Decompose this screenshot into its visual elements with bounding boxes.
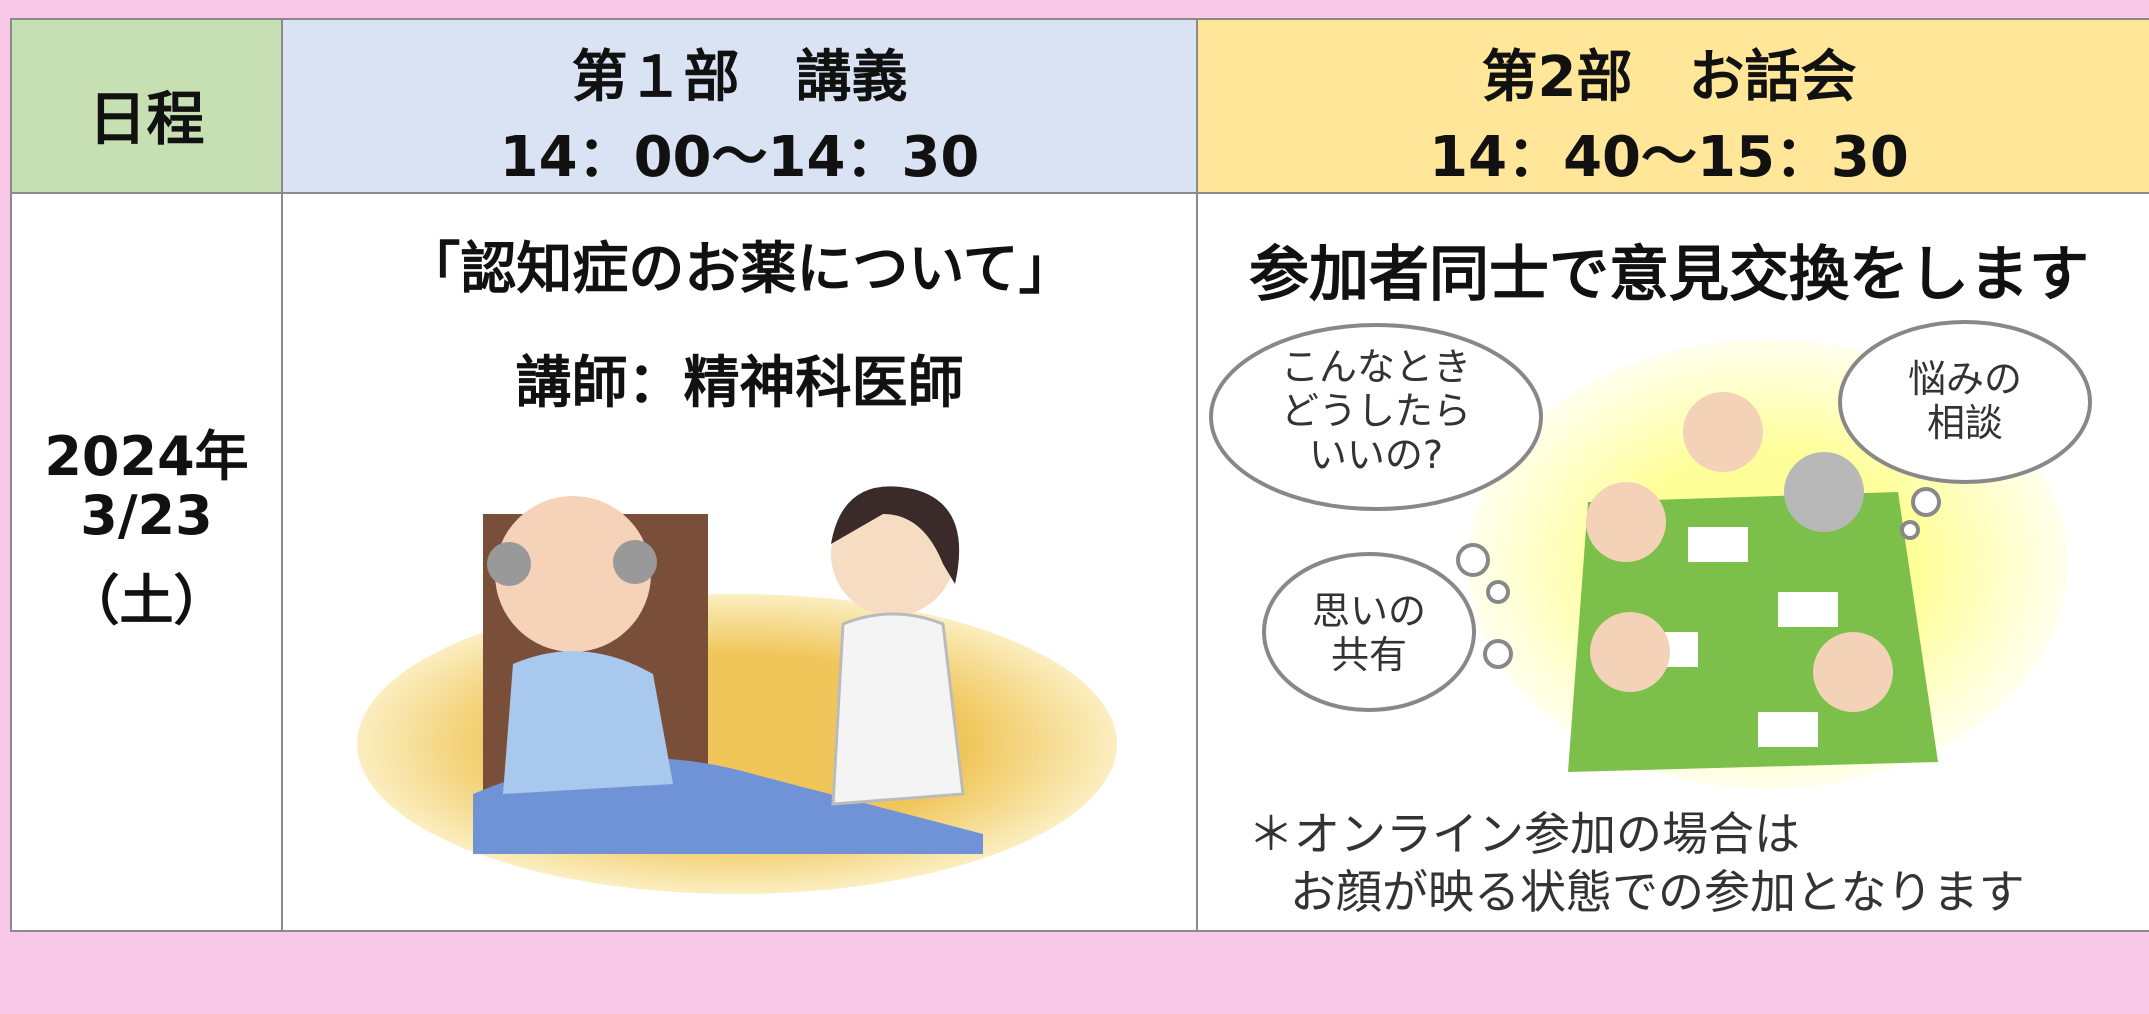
date-line: 2024年 bbox=[44, 425, 249, 488]
bubble-text: どうしたら bbox=[1281, 389, 1471, 433]
header-cell: 日程 bbox=[10, 18, 283, 194]
date-cell: 2024年 3/23 （土） bbox=[10, 192, 283, 932]
bubble-text: 悩みの bbox=[1908, 357, 2022, 401]
part1-cell: 「認知症のお薬について」 講師：精神科医師 bbox=[281, 192, 1198, 932]
note-line: お顔が映る状態での参加となります bbox=[1290, 865, 2025, 919]
bubble-text: 相談 bbox=[1927, 401, 2003, 445]
schedule-label: 日程 bbox=[88, 85, 205, 153]
part-time: 14：40～15：30 bbox=[1429, 125, 1909, 190]
part-title: 第2部 お話会 bbox=[1481, 45, 1857, 110]
bubble-text: 共有 bbox=[1331, 633, 1407, 677]
bubble-text: いいの? bbox=[1309, 433, 1443, 477]
illustration bbox=[357, 486, 1117, 894]
header-cell: 第１部 講義 14：00～14：30 bbox=[281, 18, 1198, 194]
date-line: 3/23 bbox=[80, 484, 213, 547]
page: 日程 第１部 講義 14：00～14：30 第2部 お話会 14：40～15：3… bbox=[10, 18, 2149, 932]
date-line: （土） bbox=[65, 569, 228, 632]
bubble-text: 思いの bbox=[1312, 589, 1426, 633]
part-time: 14：00～14：30 bbox=[499, 125, 980, 190]
part-title: 第１部 講義 bbox=[571, 45, 908, 110]
topic: 「認知症のお薬について」 bbox=[404, 237, 1075, 302]
illustration: こんなとき どうしたら いいの? 悩みの 相談 思いの 共有 bbox=[1209, 320, 2092, 789]
header-cell: 第2部 お話会 14：40～15：30 bbox=[1196, 18, 2149, 194]
part2-cell: 参加者同士で意見交換をします こんなとき どうしたら いいの? 悩みの 相談 思… bbox=[1196, 192, 2149, 932]
bubble-text: こんなとき bbox=[1281, 345, 1471, 389]
note-line: ＊オンライン参加の場合は bbox=[1248, 807, 1800, 861]
lecturer: 講師：精神科医師 bbox=[515, 351, 964, 416]
description: 参加者同士で意見交換をします bbox=[1249, 240, 2089, 310]
